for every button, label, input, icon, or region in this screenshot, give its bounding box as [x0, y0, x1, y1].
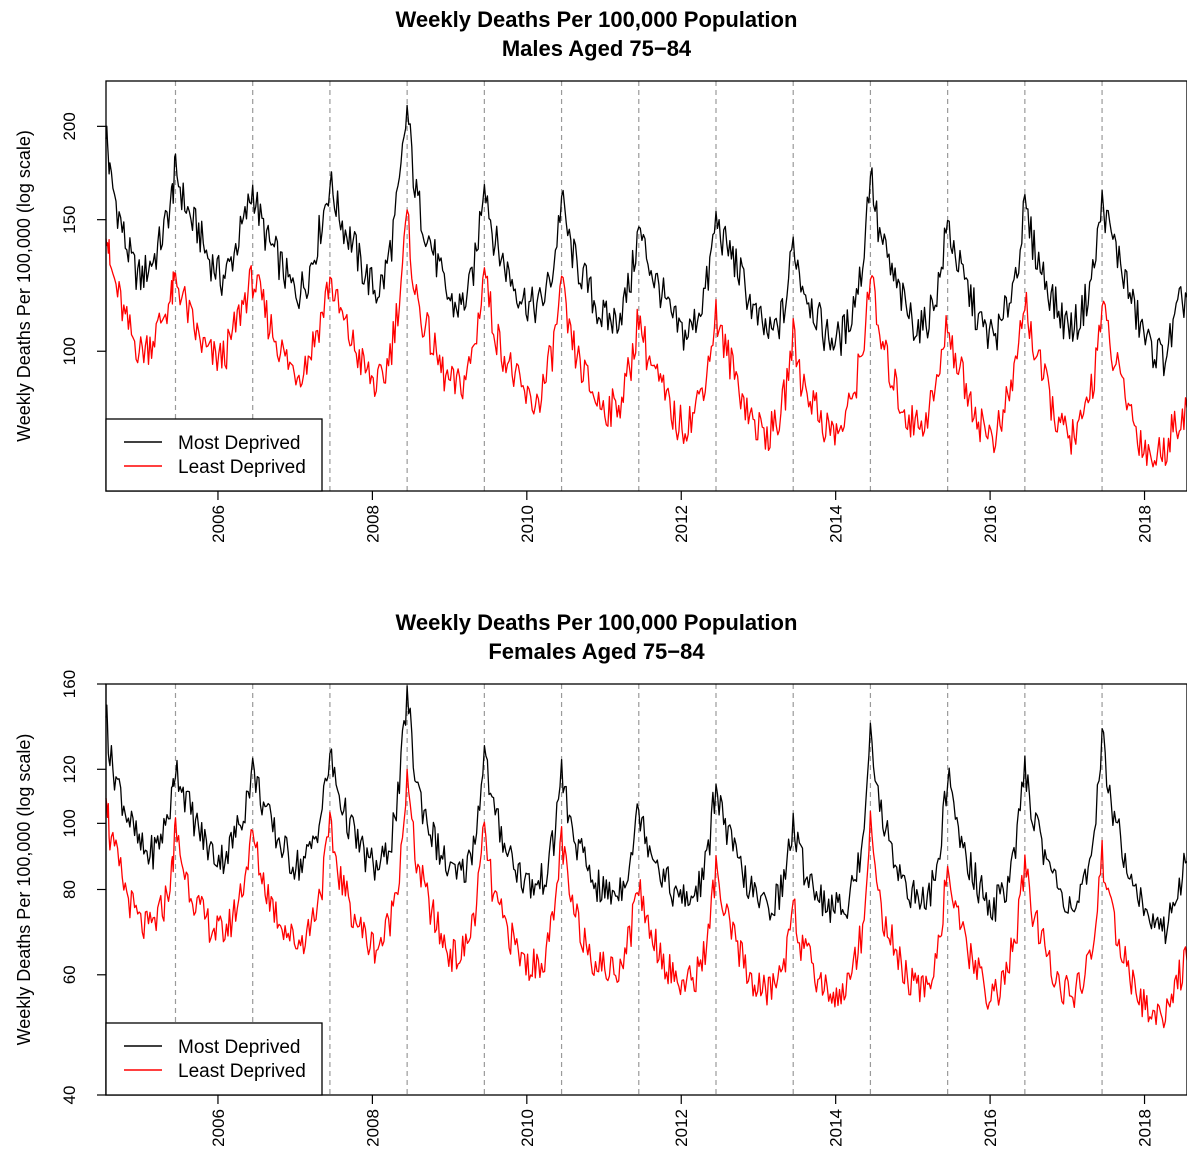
series-line-least-deprived [105, 768, 1187, 1029]
chart-title: Weekly Deaths Per 100,000 Population [396, 610, 798, 635]
legend-label: Least Deprived [178, 1061, 306, 1082]
series-line-most-deprived [105, 104, 1187, 377]
y-tick-label: 120 [60, 755, 79, 783]
x-tick-label: 2018 [1136, 505, 1155, 543]
legend-label: Least Deprived [178, 457, 306, 478]
legend: Most Deprived Least Deprived [105, 418, 323, 492]
x-tick-label: 2010 [518, 1109, 537, 1147]
x-tick-label: 2014 [827, 505, 846, 543]
legend-box [105, 1022, 323, 1096]
y-tick-label: 80 [60, 880, 79, 899]
x-tick-label: 2018 [1136, 1109, 1155, 1147]
legend-box [105, 418, 323, 492]
x-tick-label: 2008 [363, 1109, 382, 1147]
x-tick-label: 2008 [363, 505, 382, 543]
series-line-most-deprived [105, 685, 1187, 945]
chart-panel-2: Weekly Deaths Per 100,000 Population Fema… [14, 610, 1187, 1147]
y-tick-label: 60 [60, 965, 79, 984]
x-tick-label: 2010 [518, 505, 537, 543]
series-line-least-deprived [105, 209, 1187, 468]
legend-label: Most Deprived [178, 1037, 301, 1058]
y-tick-label: 100 [60, 809, 79, 837]
y-tick-label: 200 [60, 112, 79, 140]
x-tick-label: 2012 [672, 505, 691, 543]
x-tick-label: 2006 [209, 505, 228, 543]
chart-subtitle: Females Aged 75−84 [488, 639, 705, 664]
x-tick-label: 2012 [672, 1109, 691, 1147]
y-tick-label: 150 [60, 205, 79, 233]
x-tick-label: 2016 [981, 505, 1000, 543]
legend: Most Deprived Least Deprived [105, 1022, 323, 1096]
y-tick-label: 100 [60, 337, 79, 365]
chart-panel-1: Weekly Deaths Per 100,000 Population Male… [14, 7, 1187, 543]
y-axis-label: Weekly Deaths Per 100,000 (log scale) [14, 130, 34, 442]
y-tick-label: 160 [60, 670, 79, 698]
x-tick-label: 2006 [209, 1109, 228, 1147]
x-tick-label: 2014 [827, 1109, 846, 1147]
chart-subtitle: Males Aged 75−84 [502, 36, 692, 61]
chart-title: Weekly Deaths Per 100,000 Population [396, 7, 798, 32]
y-axis-label: Weekly Deaths Per 100,000 (log scale) [14, 734, 34, 1046]
legend-label: Most Deprived [178, 433, 301, 454]
x-tick-label: 2016 [981, 1109, 1000, 1147]
y-tick-label: 40 [60, 1086, 79, 1105]
